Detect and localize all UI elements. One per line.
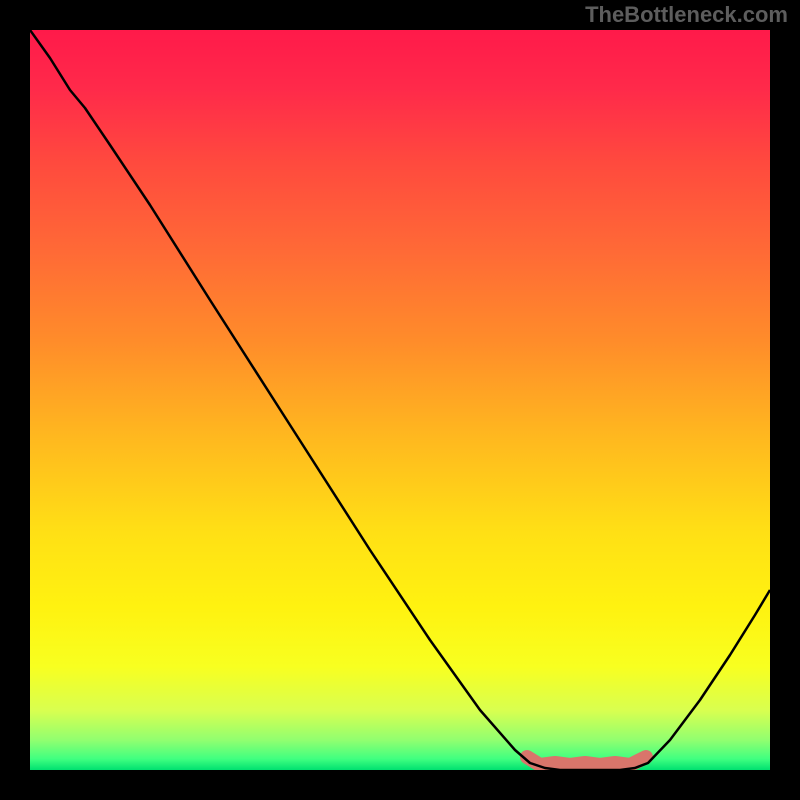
- chart-background: [30, 30, 770, 770]
- highlight-segment: [527, 757, 646, 765]
- watermark-text: TheBottleneck.com: [585, 2, 788, 28]
- bottleneck-chart: [30, 30, 770, 770]
- chart-svg: [30, 30, 770, 770]
